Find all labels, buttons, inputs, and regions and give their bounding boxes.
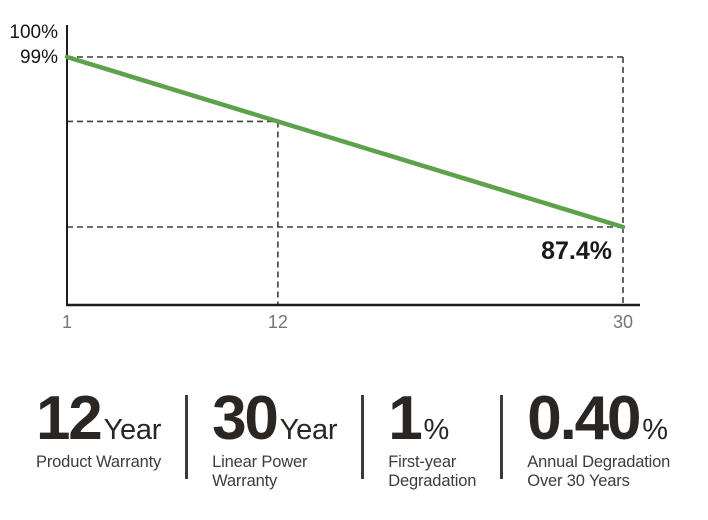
stat-value: 12 Year xyxy=(36,388,161,450)
stat-unit: Year xyxy=(103,414,162,446)
stat-label-line: Annual Degradation xyxy=(527,453,671,471)
stat-linear-power-warranty: 30 Year Linear Power Warranty xyxy=(188,388,361,491)
y-tick-label: 100% xyxy=(9,22,58,43)
stat-label-line: Linear Power xyxy=(212,453,308,471)
stat-product-warranty: 12 Year Product Warranty xyxy=(36,388,185,472)
stat-number: 30 xyxy=(212,384,279,453)
stat-label: First-year Degradation xyxy=(388,453,476,491)
stat-unit: Year xyxy=(279,414,338,446)
stat-value: 30 Year xyxy=(212,388,337,450)
stat-first-year-degradation: 1 % First-year Degradation xyxy=(364,388,500,491)
stats-row: 12 Year Product Warranty 30 Year Linear … xyxy=(36,388,708,491)
stat-label-line: Over 30 Years xyxy=(527,471,630,490)
stat-unit: % xyxy=(423,414,450,446)
y-tick-label: 99% xyxy=(20,47,58,68)
degradation-line-chart: 100% 99% 1 12 30 87.4% xyxy=(9,22,640,332)
stat-value: 1 % xyxy=(388,388,476,450)
stat-divider xyxy=(185,395,189,479)
stat-label-line: First-year xyxy=(388,453,457,471)
x-tick-label: 30 xyxy=(613,312,633,332)
stat-label-line: Degradation xyxy=(388,471,477,490)
stat-label-line: Product Warranty xyxy=(36,453,162,471)
stat-value: 0.40 % xyxy=(527,388,670,450)
x-tick-label: 1 xyxy=(62,312,72,332)
degradation-line xyxy=(64,54,626,230)
stat-number: 12 xyxy=(36,384,103,453)
stat-label: Annual Degradation Over 30 Years xyxy=(527,453,670,491)
stat-label: Product Warranty xyxy=(36,453,161,472)
stat-divider xyxy=(361,395,365,479)
stat-number: 1 xyxy=(388,384,423,453)
x-tick-label: 12 xyxy=(268,312,288,332)
stat-annual-degradation: 0.40 % Annual Degradation Over 30 Years xyxy=(503,388,694,491)
stat-label-line: Warranty xyxy=(212,471,278,490)
end-value-label: 87.4% xyxy=(541,237,612,265)
stat-number: 0.40 xyxy=(527,384,641,453)
stat-divider xyxy=(500,395,504,479)
stat-unit: % xyxy=(642,414,668,446)
stat-label: Linear Power Warranty xyxy=(212,453,337,491)
